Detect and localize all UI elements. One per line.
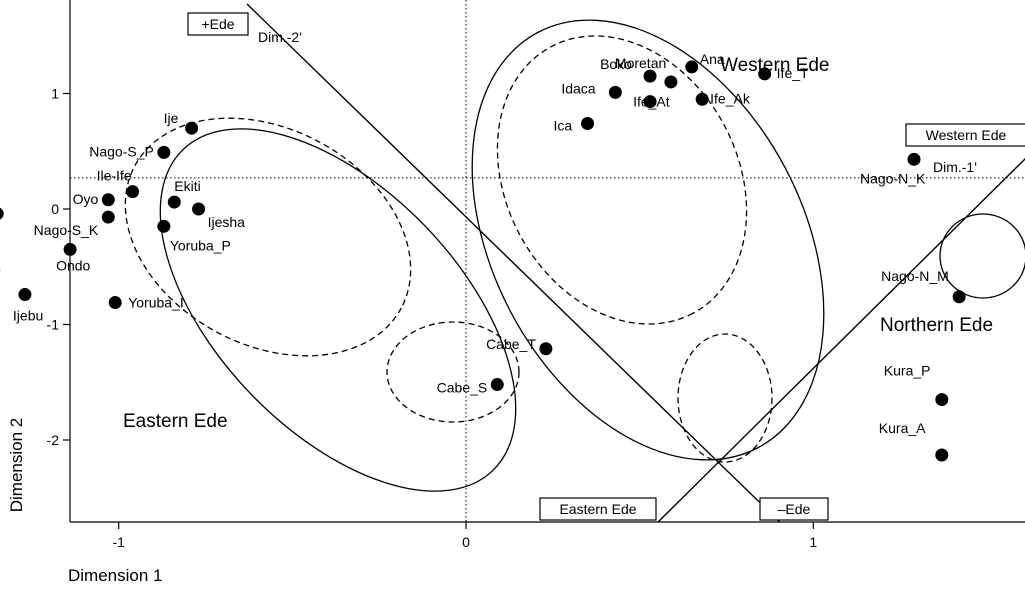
eastern-ede-box: Eastern Ede — [539, 497, 657, 521]
eastern-ede-inner-ellipse — [124, 117, 412, 357]
svg-text:Eastern Ede: Eastern Ede — [559, 501, 636, 517]
point-ica — [581, 117, 595, 131]
y-tick-label: 1 — [51, 86, 59, 102]
point-nago-s-k — [101, 210, 115, 224]
point-label-nago-s-p: Nago-S_P — [89, 143, 154, 159]
mokole-ellipse — [939, 213, 1025, 299]
point-ana — [685, 60, 699, 74]
eastern-ede-region-label: Eastern Ede — [123, 411, 228, 432]
point-cabe-s — [490, 378, 504, 392]
point-label-cabe-s: Cabe_S — [437, 380, 488, 396]
point-label-boko: Boko — [600, 56, 632, 72]
point-label-ife-ak: Ife_Ak — [710, 90, 751, 106]
point-ife-t — [758, 67, 772, 81]
point-label-ijesha: Ijesha — [208, 214, 246, 230]
point-moretan — [664, 75, 678, 89]
point-yoruba-p — [157, 219, 171, 233]
point-label-yoruba-i: Yoruba_I — [128, 295, 184, 311]
point-label-kura-p: Kura_P — [884, 363, 931, 379]
point-label-nago-s-k: Nago-S_K — [34, 222, 99, 238]
point-label-kura-a: Kura_A — [879, 420, 926, 436]
svg-text:Western Ede: Western Ede — [926, 127, 1007, 143]
point-oyo — [101, 193, 115, 207]
point-label-oyo: Oyo — [73, 191, 99, 207]
point-label-ijebu: Ijebu — [13, 307, 43, 323]
point-label-idaca: Idaca — [561, 80, 595, 96]
y-tick-label: -2 — [47, 432, 60, 448]
cabe-ellipse — [386, 321, 520, 423]
point-kura-a — [935, 448, 949, 462]
point-label-ije: Ije — [164, 110, 179, 126]
western-ede-inner-ellipse — [496, 35, 748, 325]
point-ondo — [63, 242, 77, 256]
point-label-ile-ife: Ile-Ife — [97, 168, 132, 184]
point-ije — [185, 121, 199, 135]
point-label-moretan: Moretan — [615, 55, 666, 71]
point-idaca — [608, 85, 622, 99]
point-ile-ife — [126, 185, 140, 199]
western-ede-box: Western Ede — [905, 123, 1025, 147]
western-ede-outer-ellipse — [471, 19, 825, 461]
point-label-cabe-t: Cabe_T — [486, 336, 536, 352]
y-tick-label: 0 — [51, 201, 59, 217]
x-tick-label: -1 — [112, 534, 125, 550]
point-label-ondo: Ondo — [56, 257, 90, 273]
point-nago-n-k — [907, 152, 921, 166]
x-tick-label: 1 — [809, 534, 817, 550]
eastern-ede-outer-ellipse — [159, 128, 517, 492]
point-ijesha — [192, 202, 206, 216]
kura-ellipse — [677, 333, 773, 463]
point-label-nago-n-m: Nago-N_M — [881, 268, 949, 284]
point-nago-n-m — [952, 290, 966, 304]
dim1-prime-label: Dim.-1' — [933, 159, 977, 175]
dim1-prime-line — [657, 157, 1025, 522]
point-label-ife-t: Ife_T — [777, 65, 809, 81]
northern-ede-region-label: Northern Ede — [880, 315, 993, 336]
point-owo — [0, 207, 4, 220]
point-ife-at — [643, 95, 657, 109]
point-cabe-t — [539, 342, 553, 356]
dim2-prime-line — [246, 3, 781, 522]
point-kura-p — [935, 393, 949, 407]
point-yoruba-i — [108, 296, 122, 310]
point-ekiti — [167, 195, 181, 209]
x-axis-title: Dimension 1 — [68, 566, 163, 585]
svg-text:+Ede: +Ede — [201, 16, 234, 32]
plot-frame — [69, 0, 1025, 523]
svg-text:–Ede: –Ede — [778, 501, 811, 517]
minus-ede-box: –Ede — [759, 497, 829, 521]
y-tick-label: -1 — [47, 317, 60, 333]
point-ife-ak — [695, 92, 709, 106]
point-boko — [643, 69, 657, 83]
x-tick-label: 0 — [462, 534, 470, 550]
point-label-nago-n-k: Nago-N_K — [860, 170, 926, 186]
plus-ede-box: +Ede — [187, 12, 249, 36]
point-label-yoruba-p: Yoruba_P — [170, 237, 231, 253]
point-ijebu — [18, 287, 32, 301]
point-label-ica: Ica — [554, 118, 573, 134]
y-axis-title: Dimension 2 — [7, 418, 26, 513]
point-label-ekiti: Ekiti — [174, 178, 200, 194]
dim2-prime-label: Dim.-2' — [258, 29, 302, 45]
western-ede-region-label: Western Ede — [720, 55, 829, 76]
point-label-ife-at: Ife_At — [633, 94, 670, 110]
point-label-ana: Ana — [700, 51, 725, 67]
point-nago-s-p — [157, 145, 171, 159]
